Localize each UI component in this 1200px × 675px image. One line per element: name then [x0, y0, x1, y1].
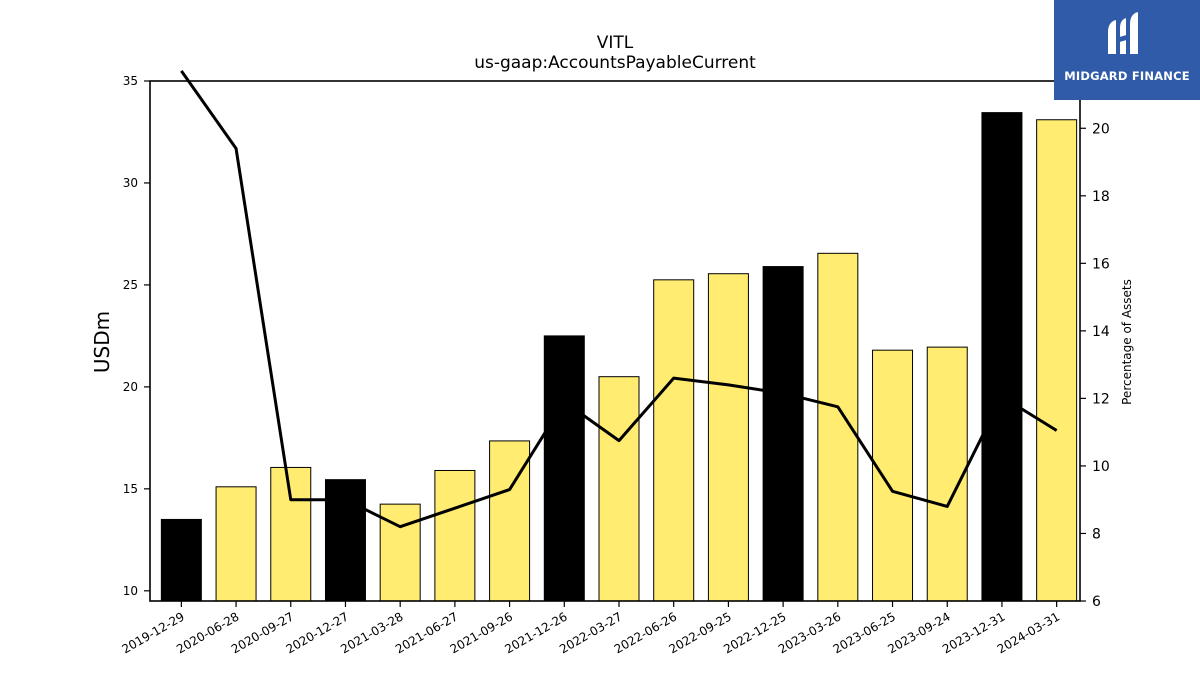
- y-axis-label: USDm: [90, 311, 114, 373]
- y-tick-label: 20: [123, 380, 138, 394]
- y-tick-label: 25: [123, 278, 138, 292]
- bar-2020-12-27: [324, 479, 366, 602]
- bar-2023-12-31: [981, 112, 1023, 602]
- y2-tick-label: 12: [1092, 391, 1110, 407]
- bar-2022-03-27: [598, 376, 640, 602]
- chart-subtitle: us-gaap:AccountsPayableCurrent: [474, 53, 756, 73]
- bar-2022-09-25: [707, 273, 749, 602]
- y-tick-label: 10: [123, 584, 138, 598]
- bar-2021-06-27: [434, 469, 476, 602]
- percentage-line: [180, 70, 1058, 529]
- bar-2020-06-28: [215, 486, 257, 602]
- logo-text: MIDGARD FINANCE: [1064, 69, 1190, 83]
- bar-2021-12-26: [543, 335, 585, 602]
- bar-2024-03-31: [1036, 119, 1078, 602]
- y2-tick-label: 14: [1092, 324, 1110, 340]
- bar-2023-09-24: [926, 346, 968, 602]
- y2-tick-label: 18: [1092, 189, 1110, 205]
- chart-title: VITL: [597, 33, 634, 53]
- y2-tick-label: 6: [1092, 594, 1101, 610]
- line-layer: [180, 70, 1058, 529]
- bar-2019-12-29: [160, 518, 202, 602]
- bar-2020-09-27: [270, 466, 312, 602]
- y-tick-label: 30: [123, 176, 138, 190]
- y2-tick-label: 16: [1092, 256, 1110, 272]
- y2-tick-label: 8: [1092, 526, 1101, 542]
- brand-logo: MIDGARD FINANCE: [1054, 0, 1200, 100]
- y2-tick-label: 10: [1092, 459, 1110, 475]
- bars-layer: [160, 112, 1078, 602]
- y2-tick-label: 20: [1092, 121, 1110, 137]
- bar-2022-06-26: [653, 279, 695, 602]
- y-tick-label: 15: [123, 482, 138, 496]
- y-tick-label: 35: [123, 74, 138, 88]
- x-tick-label: 2024-03-31: [995, 609, 1062, 656]
- bar-2023-06-25: [872, 349, 914, 602]
- midgard-logo-icon: [1108, 12, 1138, 54]
- y2-axis-label: Percentage of Assets: [1120, 279, 1134, 405]
- bar-2022-12-25: [762, 266, 804, 602]
- plot-frame: [149, 80, 1081, 602]
